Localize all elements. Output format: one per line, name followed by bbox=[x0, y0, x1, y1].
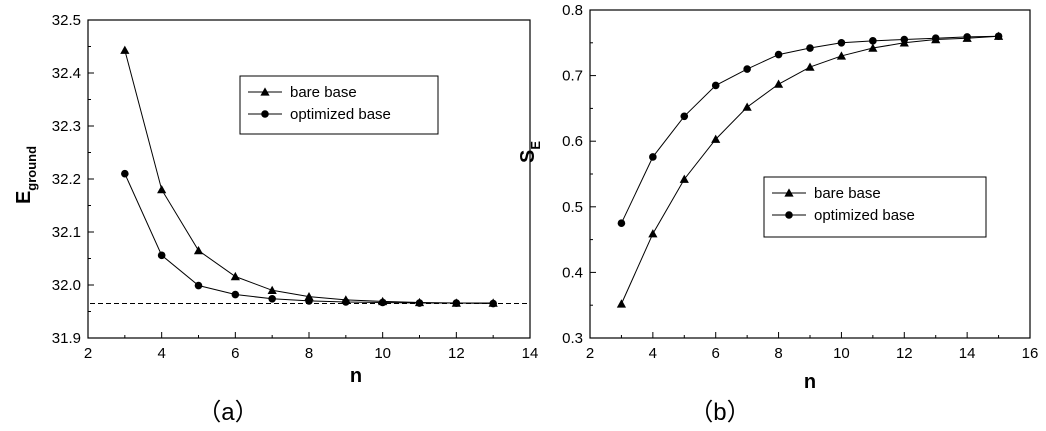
x-axis-title: n bbox=[350, 365, 362, 387]
data-point-triangle bbox=[773, 79, 784, 88]
data-point-circle bbox=[617, 219, 626, 227]
y-tick-label: 0.5 bbox=[562, 199, 583, 216]
data-point-circle bbox=[157, 251, 166, 260]
y-tick-label: 0.3 bbox=[562, 330, 583, 347]
y-tick-label: 32.1 bbox=[52, 224, 81, 241]
data-point-triangle bbox=[616, 299, 627, 308]
data-point-circle bbox=[305, 297, 313, 305]
data-point-triangle bbox=[230, 271, 240, 281]
y-axis-title-subscript: E bbox=[528, 141, 543, 150]
y-tick-label: 32.2 bbox=[52, 171, 81, 188]
data-point-triangle bbox=[193, 245, 204, 255]
panel-label: （a） bbox=[197, 399, 258, 426]
x-tick-label: 6 bbox=[231, 345, 239, 362]
x-tick-label: 4 bbox=[649, 345, 657, 362]
y-tick-label: 0.4 bbox=[562, 264, 583, 281]
x-tick-label: 12 bbox=[448, 345, 465, 362]
y-axis-title: SE bbox=[517, 141, 543, 163]
legend-label: bare base bbox=[290, 84, 357, 101]
data-point-triangle bbox=[742, 102, 752, 111]
legend-marker-circle bbox=[785, 211, 793, 219]
plot-frame bbox=[87, 19, 531, 339]
data-point-triangle bbox=[267, 285, 277, 294]
data-point-triangle bbox=[711, 134, 721, 143]
data-point-triangle bbox=[648, 229, 658, 238]
x-tick-label: 8 bbox=[305, 345, 313, 362]
x-tick-label: 10 bbox=[374, 345, 391, 362]
data-point-circle bbox=[869, 37, 877, 45]
data-point-circle bbox=[489, 299, 497, 308]
y-tick-label: 32.3 bbox=[52, 118, 81, 135]
legend-marker-triangle bbox=[260, 87, 270, 96]
y-tick-label: 32.4 bbox=[52, 65, 81, 82]
y-tick-label: 31.9 bbox=[52, 330, 81, 347]
series-line-triangle bbox=[620, 35, 999, 305]
y-tick-label: 0.8 bbox=[562, 2, 583, 19]
chart-panel-a: 2 4 6 8 10 12 14 31.9 32.0 32.1 32.2 32.3 32.4 32.5 ba… bbox=[13, 12, 538, 426]
y-axis-title: Eground bbox=[13, 146, 39, 204]
data-point-circle bbox=[837, 39, 846, 47]
data-point-circle bbox=[743, 65, 751, 73]
data-point-circle bbox=[963, 33, 971, 41]
legend-marker-triangle bbox=[784, 188, 794, 197]
legend-label: optimized base bbox=[290, 106, 391, 123]
legend-box bbox=[763, 176, 987, 238]
x-tick-label: 4 bbox=[157, 345, 165, 362]
data-point-circle bbox=[711, 81, 720, 90]
legend-label: bare base bbox=[814, 185, 881, 202]
y-axis-title-subscript: ground bbox=[24, 146, 39, 191]
x-tick-label: 14 bbox=[522, 345, 539, 362]
x-tick-label: 10 bbox=[833, 345, 850, 362]
x-tick-label: 8 bbox=[774, 345, 782, 362]
panel-label: （b） bbox=[689, 399, 750, 426]
data-point-triangle bbox=[120, 45, 130, 54]
y-tick-label: 0.6 bbox=[562, 133, 583, 150]
y-tick-label: 32.5 bbox=[52, 12, 81, 29]
x-axis-title: n bbox=[804, 371, 816, 393]
data-point-triangle bbox=[805, 62, 815, 71]
x-tick-label: 6 bbox=[712, 345, 720, 362]
data-point-circle bbox=[994, 32, 1003, 41]
data-point-triangle bbox=[157, 185, 167, 194]
x-tick-label: 2 bbox=[586, 345, 594, 362]
legend-box bbox=[239, 75, 439, 135]
data-point-circle bbox=[680, 112, 689, 121]
data-point-circle bbox=[268, 294, 276, 303]
y-tick-label: 32.0 bbox=[52, 277, 81, 294]
y-axis-title-main: S bbox=[517, 150, 539, 163]
legend-label: optimized base bbox=[814, 207, 915, 224]
data-point-circle bbox=[194, 281, 203, 290]
data-point-circle bbox=[774, 50, 783, 59]
series-line-circle bbox=[124, 173, 494, 305]
data-point-circle bbox=[121, 169, 129, 178]
x-tick-label: 12 bbox=[896, 345, 913, 362]
data-point-circle bbox=[231, 290, 240, 299]
data-point-triangle bbox=[679, 174, 689, 183]
data-point-circle bbox=[806, 44, 814, 52]
plot-frame bbox=[589, 9, 1031, 339]
data-point-circle bbox=[378, 298, 387, 307]
x-tick-label: 16 bbox=[1022, 345, 1039, 362]
x-tick-label: 14 bbox=[959, 345, 976, 362]
data-point-circle bbox=[649, 153, 657, 161]
y-axis-title-main: E bbox=[13, 191, 35, 204]
data-point-circle bbox=[452, 299, 461, 307]
y-tick-label: 0.7 bbox=[562, 68, 583, 85]
data-point-circle bbox=[931, 34, 940, 43]
x-tick-label: 2 bbox=[84, 345, 92, 362]
data-point-triangle bbox=[836, 51, 847, 60]
data-point-circle bbox=[415, 299, 424, 307]
data-point-circle bbox=[342, 298, 350, 306]
data-point-circle bbox=[900, 35, 909, 44]
chart-panel-b: 2 4 6 8 10 12 14 16 0.3 0.4 0.5 0.6 0.7 0.8 bare base o… bbox=[517, 2, 1038, 426]
data-point-triangle bbox=[868, 43, 878, 52]
legend-marker-circle bbox=[261, 110, 269, 118]
